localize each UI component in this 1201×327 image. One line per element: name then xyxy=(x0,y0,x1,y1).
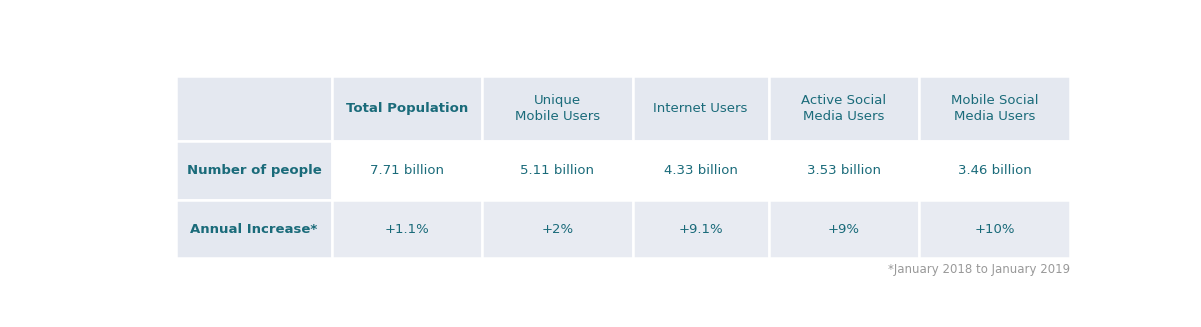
Text: 5.11 billion: 5.11 billion xyxy=(520,164,594,177)
FancyBboxPatch shape xyxy=(919,200,1070,258)
FancyBboxPatch shape xyxy=(331,142,482,200)
Text: +1.1%: +1.1% xyxy=(384,223,429,235)
Text: +9.1%: +9.1% xyxy=(679,223,723,235)
FancyBboxPatch shape xyxy=(331,76,482,142)
Text: 4.33 billion: 4.33 billion xyxy=(664,164,737,177)
FancyBboxPatch shape xyxy=(919,76,1070,142)
FancyBboxPatch shape xyxy=(919,142,1070,200)
Text: 3.46 billion: 3.46 billion xyxy=(957,164,1032,177)
FancyBboxPatch shape xyxy=(769,142,919,200)
Text: *January 2018 to January 2019: *January 2018 to January 2019 xyxy=(888,263,1070,276)
Text: +10%: +10% xyxy=(974,223,1015,235)
FancyBboxPatch shape xyxy=(482,200,633,258)
Text: Unique
Mobile Users: Unique Mobile Users xyxy=(515,94,600,123)
FancyBboxPatch shape xyxy=(331,200,482,258)
FancyBboxPatch shape xyxy=(633,76,769,142)
Text: Annual Increase*: Annual Increase* xyxy=(190,223,317,235)
FancyBboxPatch shape xyxy=(633,200,769,258)
FancyBboxPatch shape xyxy=(633,142,769,200)
Text: Total Population: Total Population xyxy=(346,102,468,115)
Text: Active Social
Media Users: Active Social Media Users xyxy=(801,94,886,123)
FancyBboxPatch shape xyxy=(177,142,331,200)
Text: Number of people: Number of people xyxy=(186,164,321,177)
FancyBboxPatch shape xyxy=(482,76,633,142)
Text: 7.71 billion: 7.71 billion xyxy=(370,164,444,177)
FancyBboxPatch shape xyxy=(482,142,633,200)
FancyBboxPatch shape xyxy=(769,76,919,142)
FancyBboxPatch shape xyxy=(177,76,331,142)
FancyBboxPatch shape xyxy=(769,200,919,258)
Text: Mobile Social
Media Users: Mobile Social Media Users xyxy=(951,94,1038,123)
Text: 3.53 billion: 3.53 billion xyxy=(807,164,880,177)
Text: +2%: +2% xyxy=(542,223,573,235)
Text: Internet Users: Internet Users xyxy=(653,102,748,115)
FancyBboxPatch shape xyxy=(177,200,331,258)
Text: +9%: +9% xyxy=(827,223,860,235)
